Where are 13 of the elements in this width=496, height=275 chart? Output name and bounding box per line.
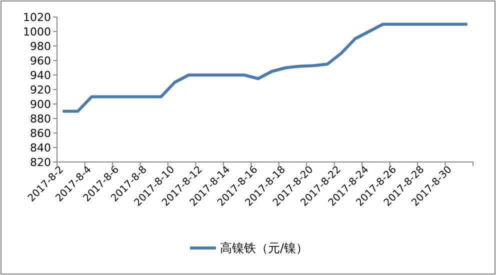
y-tick-label: 1000 [23,26,51,38]
y-tick-label: 880 [30,112,51,126]
y-tick-label: 860 [30,127,51,140]
y-tick-label: 940 [30,69,51,82]
y-tick-label: 960 [30,54,51,68]
y-tick-label: 920 [30,84,51,96]
line-series [62,22,468,113]
legend-label: 高镍铁（元/镍） [220,241,308,255]
y-tick-label: 820 [30,156,51,169]
y-tick-label: 840 [30,142,51,154]
y-tick-label: 980 [30,40,51,53]
y-tick-label: 1020 [23,11,51,24]
y-tick-label: 900 [30,98,51,111]
